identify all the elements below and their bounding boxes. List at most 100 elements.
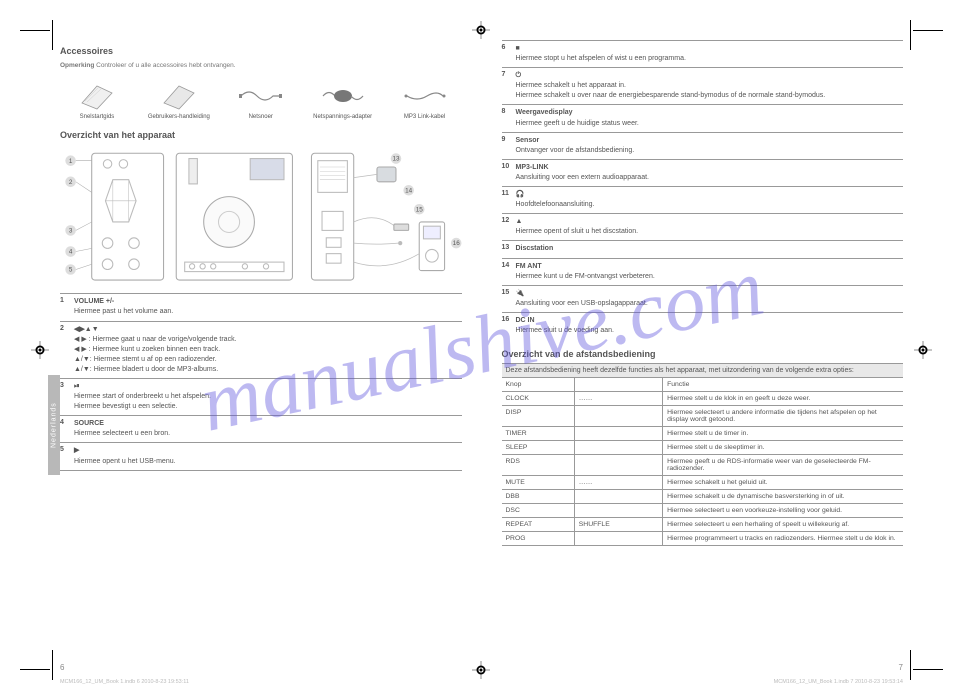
spec-row: MUTE …… Hiermee schakelt u het geluid ui… — [502, 475, 904, 489]
spec-key: RDS — [502, 455, 574, 475]
main-unit-heading: Overzicht van het apparaat — [60, 130, 462, 140]
spec-sub: SHUFFLE — [574, 518, 662, 531]
spec-sub — [574, 504, 662, 517]
page-number: 7 — [899, 663, 903, 672]
svg-text:3: 3 — [69, 228, 73, 235]
footer-line: MCM166_12_UM_Book 1.indb 7 2010-8-23 19:… — [502, 679, 904, 685]
svg-text:4: 4 — [69, 249, 73, 256]
accessories-heading: Accessoires — [60, 46, 462, 56]
svg-text:14: 14 — [405, 187, 413, 194]
row-text: 🔌Aansluiting voor een USB-opslagapparaat… — [516, 289, 904, 309]
spec-key: CLOCK — [502, 392, 574, 405]
accessory-item: Snelstartgids — [60, 81, 134, 120]
spec-sub — [574, 455, 662, 475]
accessory-label: Netsnoer — [249, 114, 273, 120]
accessory-label: MP3 Link-kabel — [404, 114, 445, 120]
accessory-label: Netspannings-adapter — [313, 114, 372, 120]
row-text: ▶Hiermee opent u het USB-menu. — [74, 446, 462, 466]
spec-key: DSC — [502, 504, 574, 517]
row-number: 5 — [60, 446, 74, 466]
page-number: 6 — [60, 663, 64, 672]
spec-sub — [574, 427, 662, 440]
spec-key: MUTE — [502, 476, 574, 489]
registration-mark-icon — [472, 21, 490, 39]
spec-value: Hiermee stelt u de sleeptimer in. — [662, 441, 903, 454]
row-number: 3 — [60, 382, 74, 412]
feature-row: 12 ▲Hiermee opent of sluit u het discsta… — [502, 213, 904, 240]
spec-sub: …… — [574, 392, 662, 405]
accessory-item: Netsnoer — [224, 81, 298, 120]
feature-row: 1 VOLUME +/-Hiermee past u het volume aa… — [60, 293, 462, 320]
row-number: 12 — [502, 217, 516, 237]
row-text: VOLUME +/-Hiermee past u het volume aan. — [74, 297, 462, 317]
page-spread: Nederlands Accessoires Opmerking Control… — [60, 40, 903, 660]
spec-sub — [574, 532, 662, 545]
mp3link-icon — [388, 81, 462, 111]
row-text: SOURCEHiermee selecteert u een bron. — [74, 419, 462, 439]
spec-sub — [574, 441, 662, 454]
spec-row: SLEEP Hiermee stelt u de sleeptimer in. — [502, 440, 904, 454]
crop-mark — [910, 650, 911, 680]
spec-sub — [574, 406, 662, 426]
crop-mark — [910, 20, 911, 50]
feature-row: 11 🎧Hoofdtelefoonaansluiting. — [502, 186, 904, 213]
svg-text:5: 5 — [69, 267, 73, 274]
spec-key: Knop — [502, 378, 574, 391]
row-text: FM ANTHiermee kunt u de FM-ontvangst ver… — [516, 262, 904, 282]
spec-row: DISP Hiermee selecteert u andere informa… — [502, 405, 904, 426]
feature-row: 16 DC INHiermee sluit u de voeding aan. — [502, 312, 904, 339]
crop-mark — [913, 669, 943, 670]
accessory-item: Gebruikers-handleiding — [142, 81, 216, 120]
row-number: 11 — [502, 190, 516, 210]
spec-value: Hiermee selecteert u andere informatie d… — [662, 406, 903, 426]
remote-heading: Overzicht van de afstandsbediening — [502, 349, 904, 359]
accessories-note: Opmerking Controleer of u alle accessoir… — [60, 62, 462, 69]
row-text: ⏯Hiermee start of onderbreekt u het afsp… — [74, 382, 462, 412]
feature-row: 5 ▶Hiermee opent u het USB-menu. — [60, 442, 462, 469]
feature-row: 2 ◀▶▲▼◀ ▶ : Hiermee gaat u naar de vorig… — [60, 321, 462, 378]
spec-value: Hiermee programmeert u tracks en radioze… — [662, 532, 903, 545]
feature-row: 13 Discstation — [502, 240, 904, 257]
spec-key: DISP — [502, 406, 574, 426]
spec-row: DSC Hiermee selecteert u een voorkeuze-i… — [502, 503, 904, 517]
row-text: SensorOntvanger voor de afstandsbedienin… — [516, 136, 904, 156]
row-text: ⏻Hiermee schakelt u het apparaat in.Hier… — [516, 71, 904, 101]
spec-key: TIMER — [502, 427, 574, 440]
row-text: ▲Hiermee opent of sluit u het discstatio… — [516, 217, 904, 237]
spec-value: Hiermee stelt u de klok in en geeft u de… — [662, 392, 903, 405]
spec-row: CLOCK …… Hiermee stelt u de klok in en g… — [502, 391, 904, 405]
language-tab: Nederlands — [48, 375, 60, 475]
feature-row: 9 SensorOntvanger voor de afstandsbedien… — [502, 132, 904, 159]
right-page: 6 ■Hiermee stopt u het afspelen of wist … — [502, 40, 904, 660]
spec-value: Hiermee geeft u de RDS-informatie weer v… — [662, 455, 903, 475]
registration-mark-icon — [472, 661, 490, 679]
spec-sub — [574, 378, 662, 391]
feature-row: 6 ■Hiermee stopt u het afspelen of wist … — [502, 40, 904, 67]
row-number: 2 — [60, 325, 74, 375]
manual-icon — [142, 81, 216, 111]
spec-row: PROG Hiermee programmeert u tracks en ra… — [502, 531, 904, 546]
accessories-row: Snelstartgids Gebruikers-handleiding Net… — [60, 81, 462, 120]
crop-mark — [913, 30, 943, 31]
row-number: 1 — [60, 297, 74, 317]
spec-key: PROG — [502, 532, 574, 545]
svg-text:15: 15 — [416, 206, 424, 213]
spec-sub — [574, 490, 662, 503]
spec-value: Hiermee schakelt u de dynamische basvers… — [662, 490, 903, 503]
row-number: 15 — [502, 289, 516, 309]
svg-text:1: 1 — [69, 158, 73, 165]
row-text: ■Hiermee stopt u het afspelen of wist u … — [516, 44, 904, 64]
crop-mark — [20, 669, 50, 670]
row-text: ◀▶▲▼◀ ▶ : Hiermee gaat u naar de vorige/… — [74, 325, 462, 375]
feature-row: 8 WeergavedisplayHiermee geeft u de huid… — [502, 104, 904, 131]
accessory-item: Netspannings-adapter — [306, 81, 380, 120]
feature-row: 14 FM ANTHiermee kunt u de FM-ontvangst … — [502, 258, 904, 285]
left-page: Nederlands Accessoires Opmerking Control… — [60, 40, 462, 660]
registration-mark-icon — [31, 341, 49, 359]
svg-text:16: 16 — [453, 240, 461, 247]
spec-value: Hiermee selecteert u een herhaling of sp… — [662, 518, 903, 531]
main-unit-diagram: 1 2 3 4 5 — [60, 148, 462, 287]
spec-row: Knop Functie — [502, 377, 904, 391]
feature-row: 10 MP3-LINKAansluiting voor een extern a… — [502, 159, 904, 186]
accessory-item: MP3 Link-kabel — [388, 81, 462, 120]
